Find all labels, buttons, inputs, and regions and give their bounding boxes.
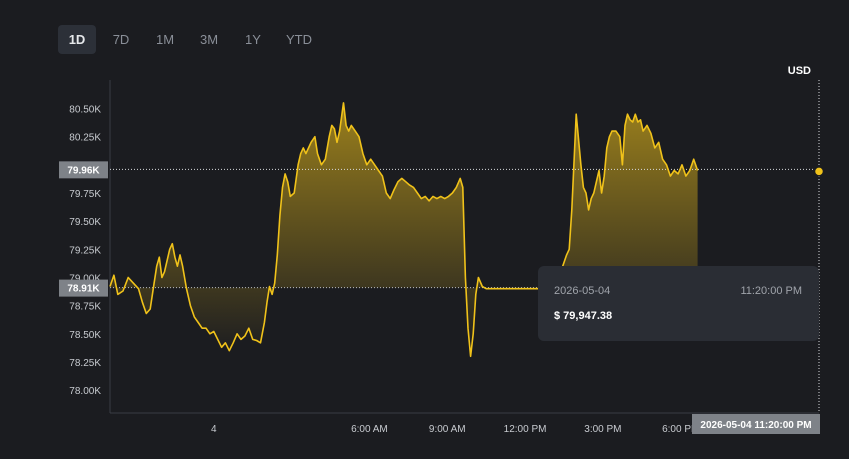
y-tick-label: 78.75K [69,302,101,313]
x-tick-label: 9:00 AM [429,424,466,435]
y-tick-label: 79.75K [69,189,101,200]
y-tick-label: 79.50K [69,217,101,228]
x-tick-label: 4 [211,424,217,435]
timeframe-tabs: 1D 7D 1M 3M 1Y YTD [58,25,320,54]
price-area-fill [110,102,698,357]
price-tooltip: 2026-05-04 11:20:00 PM $ 79,947.38 [538,266,819,341]
current-price-tag: 79.96K [67,165,100,176]
tooltip-price: $ 79,947.38 [554,310,613,322]
tooltip-date: 2026-05-04 [554,285,611,297]
y-tick-label: 80.50K [69,105,101,116]
tooltip-time: 11:20:00 PM [740,285,802,297]
current-price-marker [813,166,825,177]
y-tick-label: 79.25K [69,245,101,256]
y-tick-label: 79.00K [69,273,101,284]
crosshair-date-label: 2026-05-04 11:20:00 PM [700,420,811,431]
current-price-tag-bg [59,161,108,179]
x-tick-label: 12:00 PM [504,424,547,435]
tab-3m[interactable]: 3M [199,32,219,47]
x-tick-label: 3:00 PM [584,424,621,435]
y-tick-label: 78.25K [69,358,101,369]
tab-1y[interactable]: 1Y [245,32,261,47]
currency-label: USD [787,65,811,77]
open-price-tag: 78.91K [67,284,100,295]
crosshair-label-bg [692,414,820,434]
tab-7d[interactable]: 7D [112,32,130,47]
y-tick-label: 80.25K [69,133,101,144]
tab-1d[interactable]: 1D [58,25,96,54]
open-price-tag-bg [59,279,108,297]
y-tick-label: 78.50K [69,330,101,341]
x-tick-label: 6:00 PM [662,424,699,435]
price-line [109,102,699,358]
x-tick-label: 6:00 AM [351,424,388,435]
tab-ytd[interactable]: YTD [286,32,312,47]
y-tick-label: 78.00K [69,386,101,397]
tab-1m[interactable]: 1M [155,32,175,47]
